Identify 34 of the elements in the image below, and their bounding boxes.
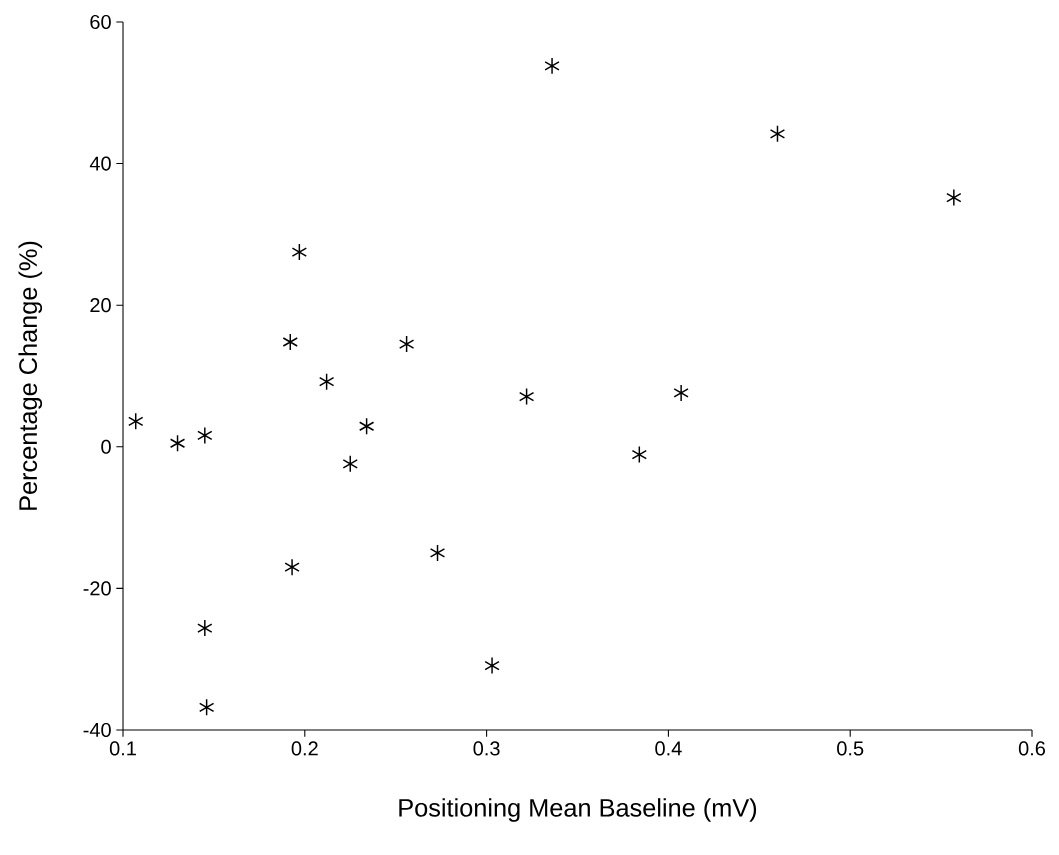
point — [291, 243, 308, 261]
point — [197, 619, 213, 637]
point — [673, 384, 689, 402]
point — [282, 333, 298, 351]
point — [169, 434, 186, 452]
point — [284, 558, 300, 576]
point — [128, 412, 144, 431]
point — [544, 57, 560, 75]
y-axis-title: Percentage Change (%) — [18, 241, 43, 510]
point — [342, 455, 358, 473]
point — [769, 125, 786, 143]
point — [631, 445, 647, 464]
x-tick-label: 0.1 — [109, 741, 136, 756]
point — [197, 426, 213, 445]
y-tick-label: -20 — [83, 581, 111, 596]
y-tick-label: 0 — [101, 439, 111, 454]
y-tick-label: 40 — [89, 156, 111, 171]
point — [484, 656, 500, 675]
point — [429, 544, 446, 562]
x-axis-title: Positioning Mean Baseline (mV) — [399, 798, 757, 822]
point — [518, 387, 535, 406]
x-tick-label: 0.6 — [1018, 741, 1046, 756]
y-tick-label: -40 — [83, 722, 111, 738]
y-tick-label: 20 — [90, 298, 111, 313]
point — [358, 417, 375, 435]
y-tick-label: 60 — [90, 14, 111, 30]
point — [198, 698, 215, 717]
x-tick-label: 0.4 — [655, 741, 682, 756]
x-tick-label: 0.2 — [291, 741, 318, 756]
point — [318, 372, 335, 391]
point — [398, 335, 415, 353]
x-tick-label: 0.3 — [473, 741, 500, 756]
x-tick-label: 0.5 — [837, 741, 864, 756]
point — [946, 188, 962, 207]
